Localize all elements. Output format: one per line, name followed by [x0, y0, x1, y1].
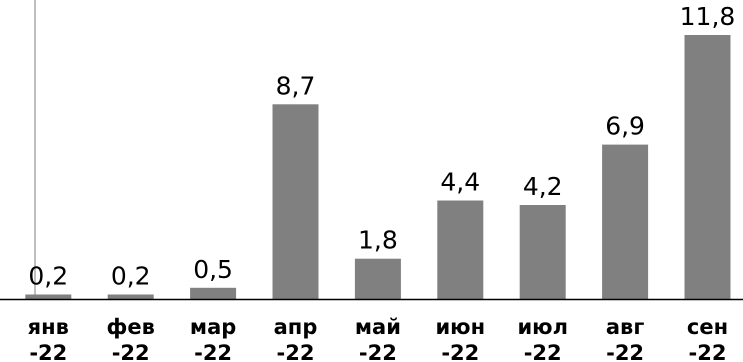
category-tick-label: -22	[441, 341, 479, 362]
category-tick-label: -22	[689, 341, 727, 362]
category-tick-label: авг	[606, 315, 644, 339]
bar	[519, 205, 566, 299]
category-tick-label: -22	[359, 341, 397, 362]
bar	[602, 144, 649, 299]
bar-value-label: 1,8	[358, 226, 398, 255]
category-tick-label: -22	[29, 341, 67, 362]
category-tick-label: -22	[524, 341, 562, 362]
bar	[684, 35, 731, 299]
category-tick-label: -22	[277, 341, 315, 362]
bar	[190, 287, 237, 299]
category-tick-label: -22	[112, 341, 150, 362]
bar	[272, 104, 319, 299]
bar-value-label: 4,4	[440, 168, 480, 197]
bar	[25, 294, 72, 299]
category-tick-label: янв	[28, 315, 69, 339]
bar-value-label: 0,5	[193, 255, 233, 284]
bars-group	[25, 35, 731, 299]
bar-value-label: 11,8	[680, 2, 736, 31]
category-tick-label: -22	[606, 341, 644, 362]
category-tick-label: сен	[687, 315, 728, 339]
bar	[354, 258, 401, 299]
bar	[437, 200, 484, 299]
bar-value-label: 8,7	[276, 71, 316, 100]
category-tick-label: май	[355, 315, 401, 339]
bar-value-label: 0,2	[111, 262, 151, 291]
category-tick-label: мар	[190, 315, 236, 339]
category-tick-label: -22	[194, 341, 232, 362]
bar-value-label: 6,9	[605, 112, 645, 141]
category-tick-label: апр	[274, 315, 318, 339]
bar	[107, 294, 154, 299]
bar-value-label: 4,2	[523, 172, 563, 201]
category-tick-label: июл	[517, 315, 568, 339]
bar-value-label: 0,2	[28, 262, 68, 291]
category-tick-label: фев	[107, 315, 155, 339]
category-tick-label: июн	[435, 315, 485, 339]
value-labels-group: 0,2 0,2 0,5 8,7 1,8 4,4 4,2 6,9 11,8	[28, 2, 735, 291]
category-labels-group: янв-22фев-22мар-22апр-22май-22июн-22июл-…	[28, 315, 728, 362]
